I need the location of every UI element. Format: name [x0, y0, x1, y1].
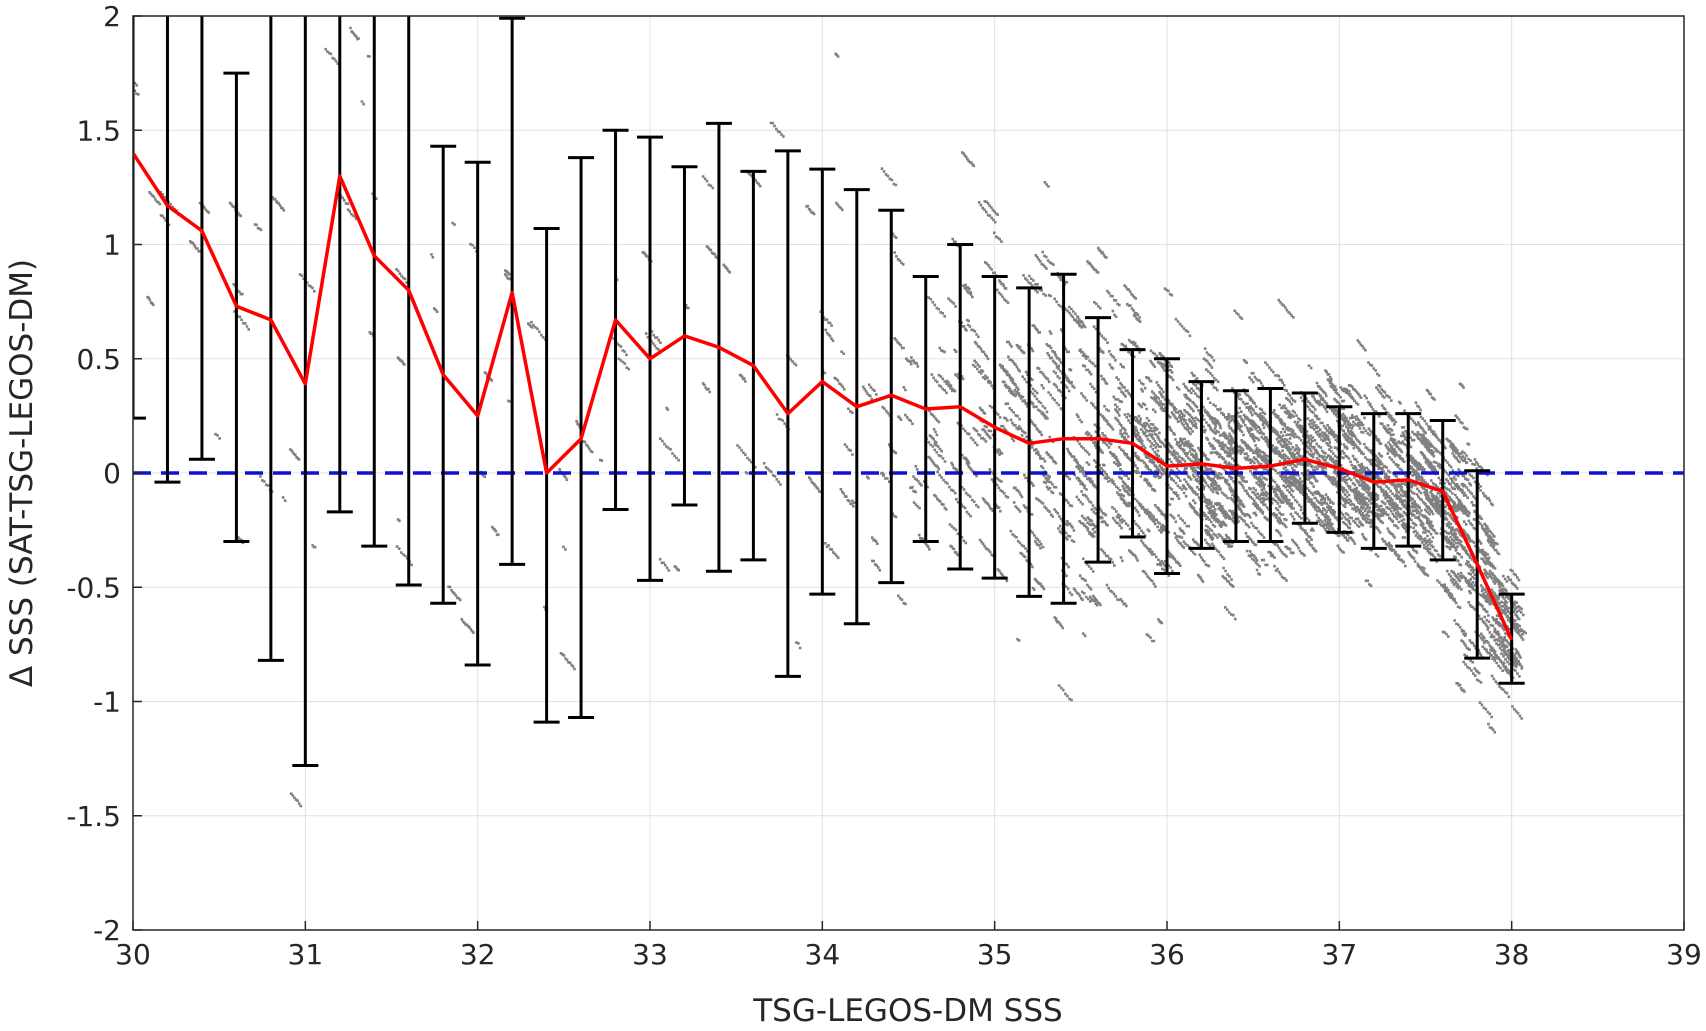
error-bar — [188, 16, 215, 461]
mean-line — [133, 152, 1514, 641]
y-ticks: -2 -1.5 -1 -0.5 0 0.5 1 1.5 2 — [66, 0, 142, 947]
error-bar — [154, 16, 181, 484]
x-tick-label: 36 — [1149, 938, 1185, 971]
y-tick-label: 2 — [103, 0, 121, 33]
error-bar — [1222, 389, 1249, 544]
error-bar — [292, 16, 319, 767]
x-tick-label: 38 — [1494, 938, 1530, 971]
x-tick-label: 35 — [977, 938, 1013, 971]
x-tick-label: 39 — [1666, 938, 1702, 971]
y-tick-label: 0 — [103, 457, 121, 490]
error-bar — [257, 16, 284, 662]
x-tick-label: 34 — [805, 938, 841, 971]
x-tick-label: 32 — [460, 938, 496, 971]
x-axis-label: TSG-LEGOS-DM SSS — [752, 993, 1062, 1029]
y-tick-label: 1 — [103, 229, 121, 262]
x-tick-label: 33 — [632, 938, 668, 971]
error-bars — [133, 16, 1525, 767]
error-bar — [133, 16, 146, 420]
x-tick-label: 31 — [288, 938, 324, 971]
mean-curve-layer — [133, 152, 1514, 641]
x-tick-label: 30 — [115, 938, 151, 971]
y-tick-label: -2 — [93, 914, 121, 947]
y-axis-label: Δ SSS (SAT-TSG-LEGOS-DM) — [4, 259, 40, 687]
error-bar — [533, 227, 560, 724]
y-tick-label: -1.5 — [66, 800, 121, 833]
x-tick-label: 37 — [1322, 938, 1358, 971]
y-tick-label: -0.5 — [66, 571, 121, 604]
x-ticks: 30 31 32 33 34 35 36 37 38 39 — [115, 921, 1702, 971]
error-bar — [395, 16, 422, 587]
y-tick-label: -1 — [93, 686, 121, 719]
y-tick-label: 0.5 — [76, 343, 121, 376]
y-tick-label: 1.5 — [76, 114, 121, 147]
error-bar — [326, 16, 353, 514]
